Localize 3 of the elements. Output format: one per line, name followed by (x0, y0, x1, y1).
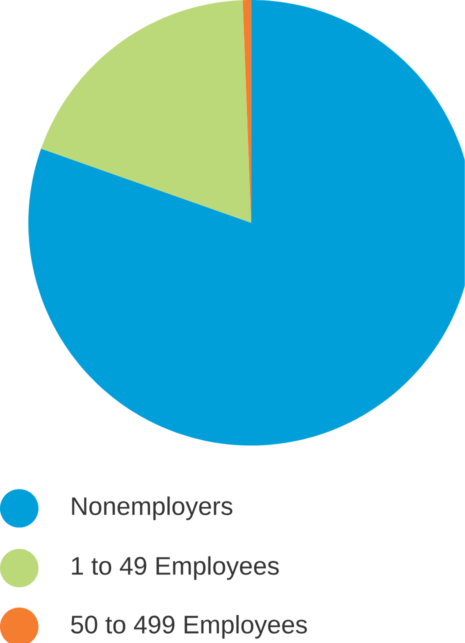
legend-label: Nonemployers (72, 496, 232, 520)
legend-label: 1 to 49 Employees (72, 556, 279, 580)
legend-label: 50 to 499 Employees (71, 615, 308, 639)
